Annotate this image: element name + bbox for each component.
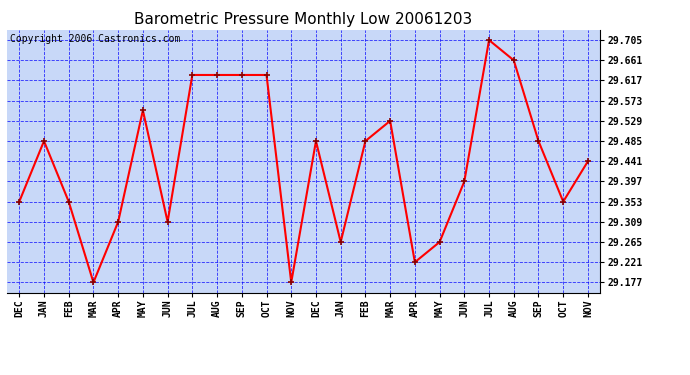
Title: Barometric Pressure Monthly Low 20061203: Barometric Pressure Monthly Low 20061203 — [135, 12, 473, 27]
Text: Copyright 2006 Castronics.com: Copyright 2006 Castronics.com — [10, 34, 180, 44]
